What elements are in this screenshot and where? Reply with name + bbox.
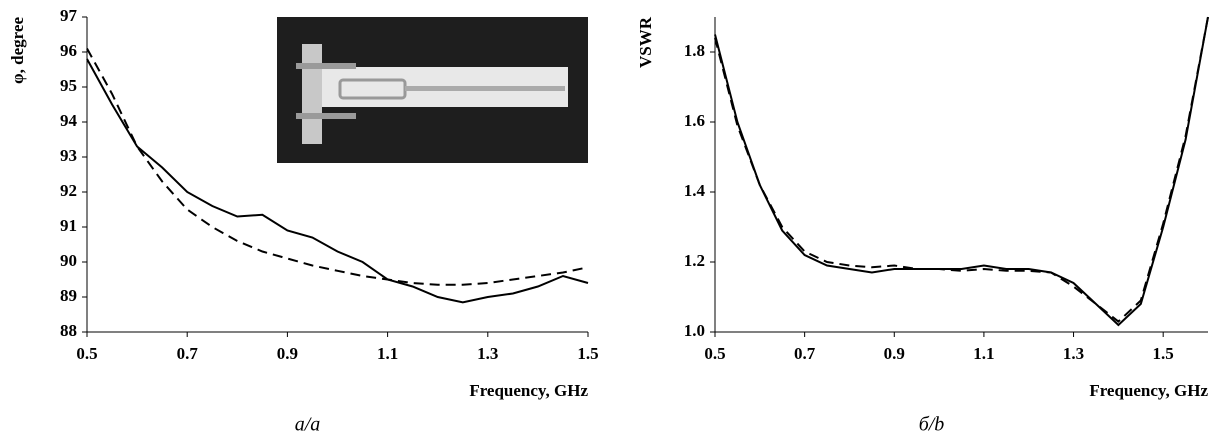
y-tick-label: 1.8 bbox=[684, 41, 705, 60]
y-tick-label: 96 bbox=[60, 41, 77, 60]
x-tick-label: 1.1 bbox=[377, 344, 398, 363]
x-axis-label: Frequency, GHz bbox=[469, 381, 588, 400]
x-axis-label: Frequency, GHz bbox=[1089, 381, 1208, 400]
x-tick-label: 1.5 bbox=[1153, 344, 1174, 363]
y-tick-label: 90 bbox=[60, 251, 77, 270]
y-tick-label: 88 bbox=[60, 321, 77, 340]
line-series bbox=[714, 16, 1209, 323]
x-tick-label: 0.9 bbox=[884, 344, 905, 363]
y-tick-label: 93 bbox=[60, 146, 77, 165]
line-series bbox=[86, 48, 589, 286]
x-tick-label: 0.9 bbox=[277, 344, 298, 363]
caption: a/a bbox=[295, 414, 321, 436]
y-tick-label: 1.0 bbox=[684, 321, 705, 340]
y-tick-label: 91 bbox=[60, 216, 77, 235]
y-tick-label: 1.6 bbox=[684, 111, 705, 130]
line-series bbox=[86, 58, 589, 304]
x-tick-label: 0.5 bbox=[704, 344, 725, 363]
x-tick-label: 1.1 bbox=[973, 344, 994, 363]
inset-photo bbox=[277, 17, 588, 163]
x-tick-label: 1.5 bbox=[577, 344, 598, 363]
x-tick-label: 0.7 bbox=[794, 344, 816, 363]
caption: б/b bbox=[919, 414, 945, 436]
y-tick-label: 1.2 bbox=[684, 251, 705, 270]
y-tick-label: 1.4 bbox=[684, 181, 706, 200]
y-tick-label: 92 bbox=[60, 181, 77, 200]
y-tick-label: 95 bbox=[60, 76, 77, 95]
y-tick-label: 97 bbox=[60, 6, 78, 25]
y-axis-label: VSWR bbox=[636, 16, 655, 68]
y-tick-label: 94 bbox=[60, 111, 78, 130]
y-axis-label: φ, degree bbox=[8, 17, 27, 84]
x-tick-label: 0.5 bbox=[76, 344, 97, 363]
x-tick-label: 1.3 bbox=[1063, 344, 1084, 363]
x-tick-label: 0.7 bbox=[177, 344, 199, 363]
line-series bbox=[714, 16, 1209, 327]
x-tick-label: 1.3 bbox=[477, 344, 498, 363]
y-tick-label: 89 bbox=[60, 286, 77, 305]
